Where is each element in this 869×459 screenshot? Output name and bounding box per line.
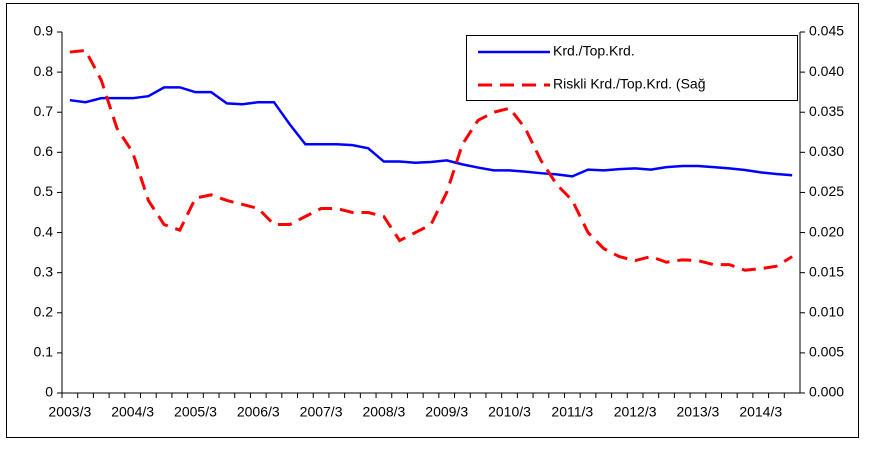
x-tick-label: 2010/3 bbox=[488, 404, 531, 420]
y-tick-label: 0.1 bbox=[34, 344, 54, 360]
y2-tick-label: 0.035 bbox=[809, 103, 844, 119]
y-tick-label: 0.9 bbox=[34, 23, 54, 39]
y-tick-label: 0 bbox=[45, 384, 53, 400]
y2-tick-label: 0.010 bbox=[809, 303, 844, 319]
y-tick-label: 0.6 bbox=[34, 143, 54, 159]
series-line bbox=[69, 86, 793, 178]
x-tick-label: 2008/3 bbox=[362, 404, 405, 420]
x-tick-label: 2013/3 bbox=[677, 404, 720, 420]
x-tick-label: 2009/3 bbox=[425, 404, 468, 420]
y-tick-label: 0.2 bbox=[34, 303, 54, 319]
y2-tick-label: 0.045 bbox=[809, 23, 844, 39]
x-tick-label: 2014/3 bbox=[739, 404, 782, 420]
x-tick-label: 2005/3 bbox=[174, 404, 217, 420]
x-tick-label: 2006/3 bbox=[237, 404, 280, 420]
y2-tick-label: 0.020 bbox=[809, 223, 844, 239]
y2-tick-label: 0.005 bbox=[809, 344, 844, 360]
legend-box bbox=[466, 35, 798, 101]
y2-tick-label: 0.040 bbox=[809, 63, 844, 79]
y2-tick-label: 0.015 bbox=[809, 263, 844, 279]
x-tick-label: 2011/3 bbox=[551, 404, 593, 420]
y2-tick-label: 0.000 bbox=[809, 384, 844, 400]
y-tick-label: 0.7 bbox=[34, 103, 54, 119]
y-tick-label: 0.5 bbox=[34, 183, 54, 199]
y-tick-label: 0.3 bbox=[34, 263, 54, 279]
x-tick-label: 2012/3 bbox=[614, 404, 657, 420]
y-tick-label: 0.8 bbox=[34, 63, 54, 79]
x-tick-label: 2007/3 bbox=[300, 404, 343, 420]
x-tick-label: 2003/3 bbox=[48, 404, 91, 420]
legend-label: Riskli Krd./Top.Krd. (Sağ bbox=[553, 76, 706, 92]
y-tick-label: 0.4 bbox=[34, 223, 54, 239]
y2-tick-label: 0.030 bbox=[809, 143, 844, 159]
x-tick-label: 2004/3 bbox=[111, 404, 154, 420]
series-line bbox=[69, 48, 793, 272]
y2-tick-label: 0.025 bbox=[809, 183, 844, 199]
legend-label: Krd./Top.Krd. bbox=[553, 43, 635, 59]
